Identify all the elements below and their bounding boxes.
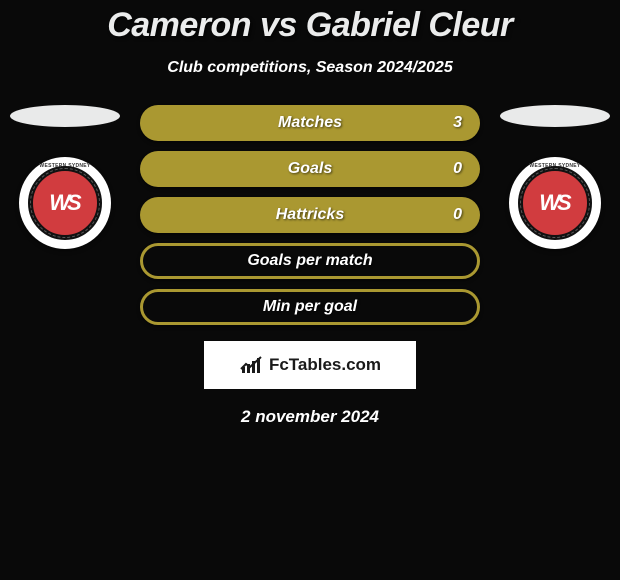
stat-label: Min per goal <box>263 298 357 316</box>
stat-label: Goals <box>288 160 332 178</box>
stat-label: Matches <box>278 114 342 132</box>
page-title: Cameron vs Gabriel Cleur <box>0 6 620 45</box>
left-club-badge: WESTERN SYDNEY WS <box>19 157 111 249</box>
stat-row-goals: Goals 0 <box>140 151 480 187</box>
stat-label: Hattricks <box>276 206 344 224</box>
stat-value-right: 0 <box>453 160 462 178</box>
left-club-monogram: WS <box>49 190 78 216</box>
main-row: WESTERN SYDNEY WS Matches 3 Goals 0 Hatt… <box>0 105 620 325</box>
stats-column: Matches 3 Goals 0 Hattricks 0 Goals per … <box>140 105 480 325</box>
subtitle: Club competitions, Season 2024/2025 <box>0 59 620 77</box>
watermark-text: FcTables.com <box>269 355 381 375</box>
right-player-photo <box>500 105 610 127</box>
stat-row-hattricks: Hattricks 0 <box>140 197 480 233</box>
comparison-card: Cameron vs Gabriel Cleur Club competitio… <box>0 0 620 427</box>
right-club-monogram: WS <box>539 190 568 216</box>
stat-label: Goals per match <box>247 252 372 270</box>
right-club-badge: WESTERN SYDNEY WS <box>509 157 601 249</box>
stat-row-min-per-goal: Min per goal <box>140 289 480 325</box>
right-player-column: WESTERN SYDNEY WS <box>500 105 610 249</box>
left-player-photo <box>10 105 120 127</box>
right-club-badge-inner: WS <box>518 166 592 240</box>
stat-row-goals-per-match: Goals per match <box>140 243 480 279</box>
stat-value-right: 3 <box>453 114 462 132</box>
date: 2 november 2024 <box>0 407 620 427</box>
stat-row-matches: Matches 3 <box>140 105 480 141</box>
watermark: FcTables.com <box>204 341 416 389</box>
left-player-column: WESTERN SYDNEY WS <box>10 105 120 249</box>
chart-icon <box>239 355 263 375</box>
left-club-badge-inner: WS <box>28 166 102 240</box>
stat-value-right: 0 <box>453 206 462 224</box>
